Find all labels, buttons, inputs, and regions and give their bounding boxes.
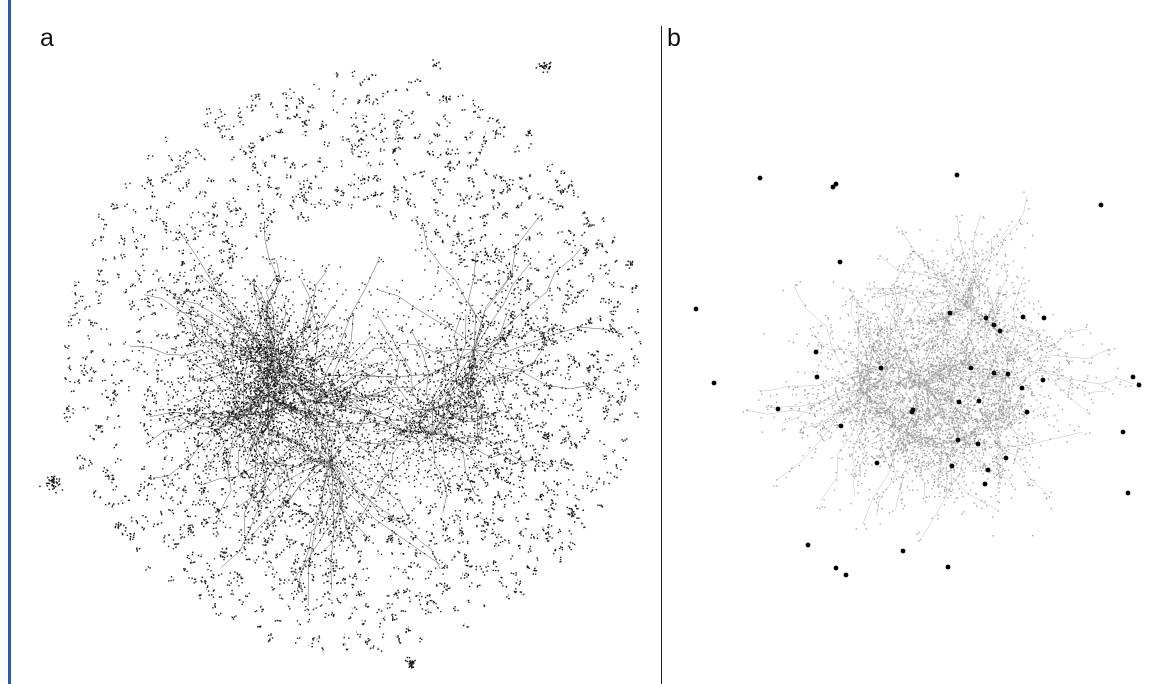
highlight-node: [1136, 382, 1142, 388]
highlight-node: [900, 548, 906, 554]
highlight-node: [947, 310, 953, 316]
highlight-node: [954, 172, 960, 178]
highlight-node: [838, 423, 844, 429]
highlight-node: [1098, 202, 1104, 208]
panel-a: a: [12, 0, 660, 684]
left-border-rule: [8, 0, 11, 684]
highlight-node: [983, 315, 989, 321]
highlight-node: [833, 565, 839, 571]
highlight-node: [805, 542, 811, 548]
highlight-node: [1003, 455, 1009, 461]
highlight-node: [982, 481, 988, 487]
highlight-node: [909, 409, 915, 415]
node-dots: [742, 191, 1139, 542]
highlight-node: [976, 398, 982, 404]
edge-paths: [746, 195, 1134, 538]
edges-layer: [746, 195, 1134, 538]
nodes-layer: [39, 59, 642, 669]
highlight-node: [874, 460, 880, 466]
highlight-node: [833, 181, 839, 187]
highlight-node: [775, 406, 781, 412]
highlight-node: [1041, 315, 1047, 321]
edges-layer: [65, 72, 639, 652]
highlight-node: [1040, 377, 1046, 383]
highlight-node: [711, 380, 717, 386]
nodes-layer: [742, 191, 1139, 542]
highlight-node: [814, 374, 820, 380]
highlight-node: [1019, 385, 1025, 391]
highlight-node: [830, 184, 836, 190]
highlight-node: [813, 349, 819, 355]
panel-b: b: [663, 0, 1161, 684]
highlight-node: [1024, 409, 1030, 415]
highlight-node: [968, 365, 974, 371]
panel-a-label: a: [40, 24, 54, 52]
panel-b-label: b: [667, 24, 681, 52]
highlight-node: [949, 463, 955, 469]
highlight-node: [956, 399, 962, 405]
highlight-node: [693, 306, 699, 312]
node-dots: [39, 59, 642, 669]
highlight-node: [878, 365, 884, 371]
highlight-node: [1125, 490, 1131, 496]
highlight-node: [1005, 371, 1011, 377]
highlight-node: [975, 441, 981, 447]
highlight-node: [985, 467, 991, 473]
highlight-node: [843, 572, 849, 578]
highlight-node: [1120, 429, 1126, 435]
highlight-node: [837, 259, 843, 265]
highlight-node: [991, 370, 997, 376]
highlight-node: [1130, 374, 1136, 380]
highlighted-nodes: [693, 172, 1142, 578]
network-graph-b: [693, 172, 1142, 578]
panel-divider: [661, 26, 662, 684]
highlight-node: [955, 437, 961, 443]
highlight-node: [997, 328, 1003, 334]
network-graph-a: [39, 59, 642, 669]
highlight-node: [945, 564, 951, 570]
edge-paths: [65, 72, 639, 652]
highlight-node: [1020, 314, 1026, 320]
highlight-node: [991, 322, 997, 328]
highlight-node: [757, 175, 763, 181]
